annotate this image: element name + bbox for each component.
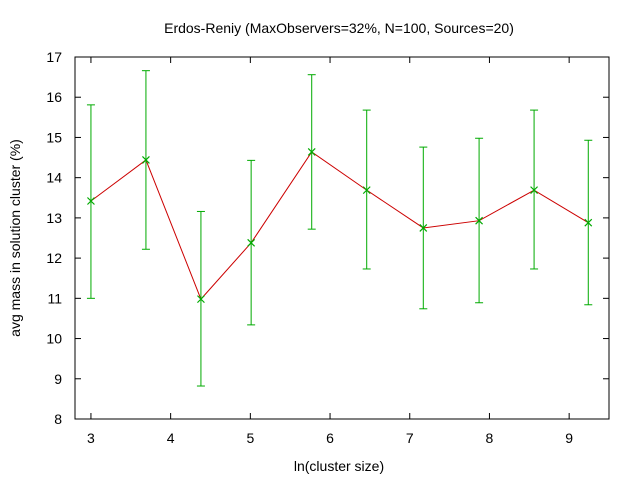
y-tick-label: 16 xyxy=(46,89,62,105)
data-point-marker xyxy=(419,224,428,232)
y-axis-label: avg mass in solution cluster (%) xyxy=(7,139,23,337)
x-axis-label: ln(cluster size) xyxy=(294,458,384,474)
chart-title: Erdos-Reniy (MaxObservers=32%, N=100, So… xyxy=(164,20,514,36)
data-point-marker xyxy=(475,216,484,225)
x-tick-label: 9 xyxy=(565,430,573,446)
plot-frame xyxy=(74,56,610,420)
y-tick-label: 17 xyxy=(46,49,62,65)
y-tick-label: 13 xyxy=(46,210,62,226)
y-tick-label: 10 xyxy=(46,331,62,347)
y-tick-label: 9 xyxy=(54,371,62,387)
data-point-marker xyxy=(530,186,539,195)
y-tick-label: 15 xyxy=(46,129,62,145)
x-ticks: 3 4 5 6 7 8 9 xyxy=(87,57,573,446)
data-point-marker xyxy=(247,238,256,247)
x-tick-label: 8 xyxy=(486,430,494,446)
x-tick-label: 7 xyxy=(406,430,414,446)
data-point-marker xyxy=(584,218,593,227)
series-line xyxy=(90,151,589,301)
data-point-marker xyxy=(142,156,150,164)
y-tick-label: 8 xyxy=(54,411,62,427)
data-point-marker xyxy=(362,186,371,195)
y-ticks: 8 9 10 11 12 13 14 15 16 17 xyxy=(46,49,609,427)
data-point-marker xyxy=(307,147,316,156)
y-tick-label: 14 xyxy=(46,170,62,186)
x-tick-label: 4 xyxy=(167,430,175,446)
y-tick-label: 12 xyxy=(46,250,62,266)
data-point-marker xyxy=(87,197,95,205)
series-layer xyxy=(86,70,593,387)
y-tick-label: 11 xyxy=(47,290,62,306)
x-tick-label: 6 xyxy=(326,430,334,446)
data-point-marker xyxy=(197,295,205,304)
x-tick-label: 3 xyxy=(87,430,95,446)
x-tick-label: 5 xyxy=(246,430,254,446)
